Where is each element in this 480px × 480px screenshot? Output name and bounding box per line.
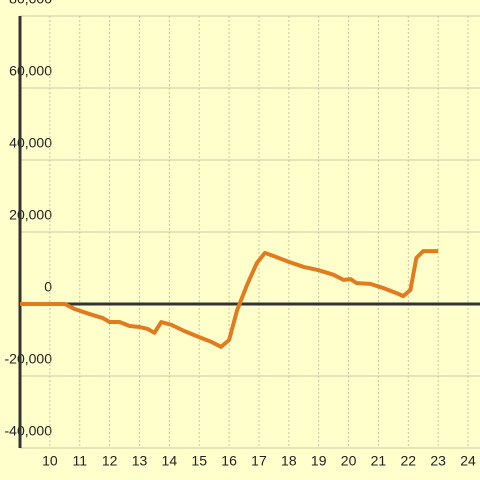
y-tick-label: 60,000 xyxy=(9,63,52,79)
x-tick-label: 15 xyxy=(191,453,207,469)
x-tick-label: 16 xyxy=(221,453,237,469)
x-tick-label: 18 xyxy=(281,453,297,469)
x-tick-label: 23 xyxy=(430,453,446,469)
x-tick-label: 14 xyxy=(162,453,178,469)
x-tick-label: 22 xyxy=(401,453,417,469)
x-tick-label: 13 xyxy=(132,453,148,469)
y-tick-label: -40,000 xyxy=(5,423,53,439)
y-tick-label: 0 xyxy=(44,279,52,295)
x-tick-label: 24 xyxy=(460,453,476,469)
x-tick-label: 17 xyxy=(251,453,267,469)
y-tick-label: 80,000 xyxy=(9,0,52,7)
y-tick-label: 20,000 xyxy=(9,207,52,223)
y-tick-label: 40,000 xyxy=(9,135,52,151)
y-tick-label: -20,000 xyxy=(5,351,53,367)
x-tick-label: 10 xyxy=(42,453,58,469)
x-tick-label: 21 xyxy=(371,453,387,469)
x-tick-label: 12 xyxy=(102,453,118,469)
data-line xyxy=(20,249,439,349)
x-tick-label: 20 xyxy=(341,453,357,469)
x-tick-label: 19 xyxy=(311,453,327,469)
x-tick-label: 11 xyxy=(72,453,87,469)
